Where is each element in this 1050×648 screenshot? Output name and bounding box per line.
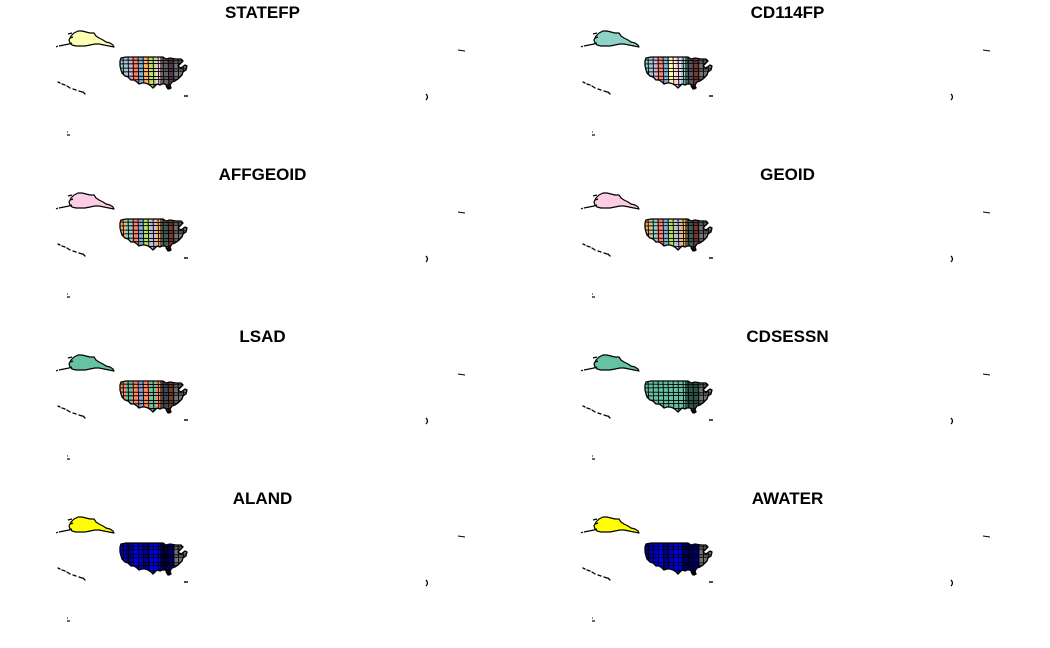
islands-mark (425, 255, 429, 263)
us-choropleth-map (55, 516, 466, 622)
conus-outline (119, 56, 188, 90)
aleutian-islands (580, 356, 599, 372)
guam-mark (982, 373, 991, 376)
us-choropleth-map (55, 354, 466, 460)
conus-outline (644, 542, 713, 576)
conus-districts (120, 543, 187, 575)
conus-outline (119, 218, 188, 252)
hawaii-islands (582, 243, 611, 257)
hawaii-islands (582, 567, 611, 581)
us-choropleth-map (580, 354, 991, 460)
conus-districts (645, 381, 712, 413)
florida-keys (165, 247, 171, 252)
florida-keys (165, 571, 171, 576)
hawaii-islands (57, 81, 86, 95)
conus-districts (120, 57, 187, 89)
conus-districts (645, 543, 712, 575)
alaska-shape (68, 516, 115, 534)
conus-outline (119, 542, 188, 576)
us-choropleth-map (55, 192, 466, 298)
florida-keys (165, 85, 171, 90)
guam-mark (457, 535, 466, 538)
conus-outline (119, 380, 188, 414)
conus-districts (120, 381, 187, 413)
alaska-shape (68, 30, 115, 48)
conus-outline (644, 56, 713, 90)
hawaii-islands (582, 81, 611, 95)
map-panel-awater: AWATER (525, 486, 1050, 648)
guam-mark (457, 49, 466, 52)
map-panel-cdsessn: CDSESSN (525, 324, 1050, 486)
aleutian-islands (55, 518, 74, 534)
guam-mark (982, 49, 991, 52)
guam-mark (982, 211, 991, 214)
us-choropleth-map (55, 30, 466, 136)
islands-mark (425, 93, 429, 101)
panel-title: AFFGEOID (218, 165, 307, 184)
guam-mark (982, 535, 991, 538)
hawaii-islands (57, 405, 86, 419)
hawaii-islands (582, 405, 611, 419)
map-panel-statefp: STATEFP (0, 0, 525, 162)
panel-title: AWATER (751, 489, 824, 508)
aleutian-islands (580, 194, 599, 210)
hawaii-islands (57, 243, 86, 257)
aleutian-islands (580, 518, 599, 534)
panel-title: CDSESSN (746, 327, 829, 346)
islands-mark (950, 417, 954, 425)
islands-mark (950, 255, 954, 263)
islands-mark (950, 93, 954, 101)
florida-keys (690, 85, 696, 90)
panel-title: GEOID (760, 165, 815, 184)
florida-keys (690, 571, 696, 576)
florida-keys (690, 247, 696, 252)
aleutian-islands (55, 194, 74, 210)
conus-districts (645, 219, 712, 251)
alaska-shape (68, 192, 115, 210)
map-panel-lsad: LSAD (0, 324, 525, 486)
alaska-shape (593, 192, 640, 210)
guam-mark (457, 211, 466, 214)
hawaii-islands (57, 567, 86, 581)
islands-mark (425, 579, 429, 587)
alaska-shape (593, 354, 640, 372)
guam-mark (457, 373, 466, 376)
map-panel-affgeoid: AFFGEOID (0, 162, 525, 324)
map-panel-aland: ALAND (0, 486, 525, 648)
aleutian-islands (55, 356, 74, 372)
panel-title: STATEFP (225, 3, 300, 22)
florida-keys (690, 409, 696, 414)
conus-districts (645, 57, 712, 89)
conus-outline (644, 218, 713, 252)
us-choropleth-map (580, 30, 991, 136)
conus-outline (644, 380, 713, 414)
alaska-shape (593, 516, 640, 534)
conus-districts (120, 219, 187, 251)
islands-mark (950, 579, 954, 587)
aleutian-islands (580, 32, 599, 48)
alaska-shape (593, 30, 640, 48)
panel-title: LSAD (239, 327, 286, 346)
panel-title: ALAND (232, 489, 293, 508)
florida-keys (165, 409, 171, 414)
map-panel-geoid: GEOID (525, 162, 1050, 324)
us-choropleth-map (580, 516, 991, 622)
us-choropleth-map (580, 192, 991, 298)
islands-mark (425, 417, 429, 425)
alaska-shape (68, 354, 115, 372)
aleutian-islands (55, 32, 74, 48)
map-panel-cd114fp: CD114FP (525, 0, 1050, 162)
panel-title: CD114FP (750, 3, 825, 22)
